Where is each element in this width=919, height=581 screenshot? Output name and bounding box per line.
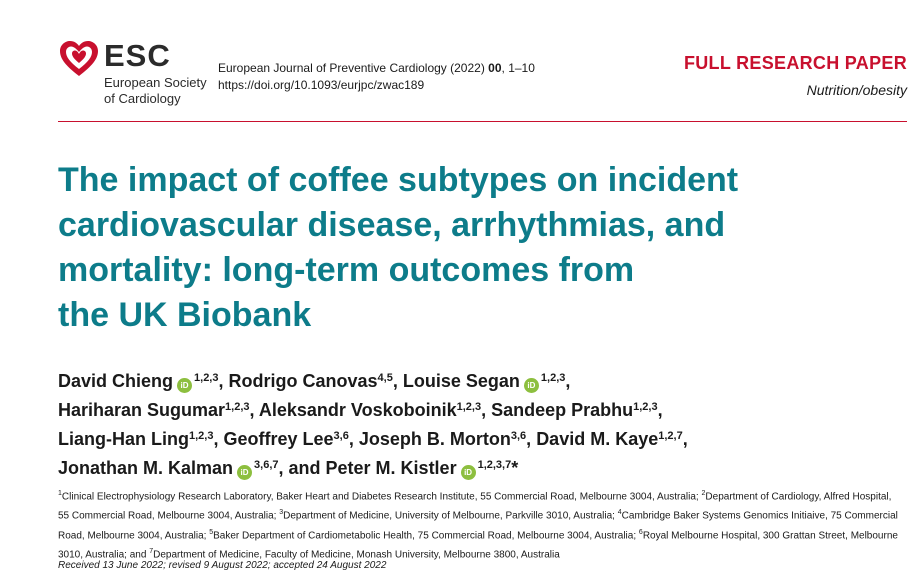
author-name: Liang-Han Ling [58, 429, 189, 449]
header-divider [58, 121, 907, 122]
affiliation-number: 6 [638, 528, 643, 536]
author-separator: * [511, 458, 519, 478]
title-line: The impact of coffee subtypes on inciden… [58, 161, 739, 199]
affiliation-text: Royal Melbourne Hospital, 300 Grattan St… [58, 529, 898, 561]
author-name: Jonathan M. Kalman [58, 458, 234, 478]
author[interactable]: Rodrigo Canovas4,5, [229, 371, 398, 391]
author-affiliation-numbers: 1,2,3 [194, 372, 219, 384]
doi-link[interactable]: https://doi.org/10.1093/eurjpc/zwac189 [218, 78, 425, 92]
author-name: Sandeep Prabhu [491, 400, 634, 420]
author-separator: , [249, 400, 255, 420]
orcid-icon[interactable]: iD [177, 378, 193, 393]
orcid-icon[interactable]: iD [460, 465, 476, 480]
orcid-icon[interactable]: iD [237, 465, 253, 480]
affiliation-text: Department of Medicine, Faculty of Medic… [153, 549, 560, 561]
author-name: David M. Kaye [536, 429, 659, 449]
paper-type: FULL RESEARCH PAPER [683, 53, 907, 73]
affiliation-text: Cambridge Baker Systems Genomics Initiai… [58, 510, 898, 541]
author[interactable]: Joseph B. Morton3,6, [359, 429, 531, 449]
author-separator: , and [278, 458, 321, 478]
author[interactable]: Aleksandr Voskoboinik1,2,3, [259, 400, 486, 420]
author-name: Joseph B. Morton [358, 429, 511, 449]
affiliation-number: 7 [149, 547, 154, 555]
affiliation-text: Department of Medicine, University of Me… [283, 510, 618, 522]
author-affiliation-numbers: 1,2,3 [633, 401, 658, 413]
journal-citation: European Journal of Preventive Cardiolog… [218, 60, 535, 94]
author-affiliation-numbers: 1,2,3 [188, 430, 214, 442]
title-line: mortality: long-term outcomes from [58, 251, 635, 289]
affiliation-text: Clinical Electrophysiology Research Labo… [61, 491, 702, 503]
logo-line-2: of Cardiology [104, 91, 181, 106]
author-name: Louise Segan [402, 371, 520, 391]
affiliation-number: 4 [617, 509, 622, 517]
author-separator: , [218, 371, 224, 391]
affiliation-number: 1 [58, 490, 62, 497]
author[interactable]: Jonathan M. Kalman iD3,6,7, and [58, 458, 321, 480]
author-separator: , [657, 400, 663, 420]
author-separator: , [213, 429, 219, 449]
esc-heart-icon [60, 41, 98, 76]
journal-pages: , 1–10 [501, 61, 535, 75]
article-title: The impact of coffee subtypes on inciden… [58, 158, 878, 338]
received-dates: Received 13 June 2022; revised 9 August … [58, 560, 387, 571]
affiliation-text: Department of Cardiology, Alfred Hospita… [58, 491, 892, 522]
author[interactable]: David Chieng iD1,2,3, [58, 371, 224, 393]
esc-logo[interactable]: ESC European Society of Cardiology [58, 38, 218, 110]
author-affiliation-numbers: 3,6,7 [254, 459, 279, 471]
author[interactable]: Sandeep Prabhu1,2,3, [491, 400, 663, 420]
author-name: Geoffrey Lee [223, 429, 334, 449]
author[interactable]: Geoffrey Lee3,6, [223, 429, 353, 449]
author-affiliation-numbers: 3,6 [333, 430, 349, 442]
author-affiliation-numbers: 1,2,3 [225, 401, 250, 413]
author-separator: , [682, 429, 688, 449]
author[interactable]: Peter M. Kistler iD1,2,3,7* [325, 458, 519, 480]
author-name: Peter M. Kistler [325, 458, 457, 478]
author-affiliation-numbers: 4,5 [377, 372, 393, 384]
title-line: the UK Biobank [58, 296, 312, 334]
author-name: Aleksandr Voskoboinik [258, 400, 457, 420]
author-separator: , [348, 429, 354, 449]
logo-abbreviation: ESC [104, 38, 171, 73]
author-separator: , [565, 371, 571, 391]
author-separator: , [481, 400, 487, 420]
author[interactable]: Liang-Han Ling1,2,3, [58, 429, 218, 449]
author-affiliation-numbers: 1,2,3 [540, 372, 566, 384]
affiliation-text: Baker Department of Cardiometabolic Heal… [213, 529, 639, 541]
author-separator: , [526, 429, 532, 449]
author-name: Rodrigo Canovas [228, 371, 378, 391]
author[interactable]: Louise Segan iD1,2,3, [402, 371, 571, 393]
author-affiliation-numbers: 1,2,7 [658, 430, 683, 442]
author-affiliation-numbers: 1,2,3 [456, 401, 482, 413]
author-list: David Chieng iD1,2,3, Rodrigo Canovas4,5,… [58, 365, 908, 481]
author[interactable]: David M. Kaye1,2,7, [536, 429, 688, 449]
paper-category: Nutrition/obesity [806, 82, 907, 98]
author-separator: , [392, 371, 398, 391]
logo-line-1: European Society [104, 75, 207, 90]
paper-type-block: FULL RESEARCH PAPER Nutrition/obesity [684, 52, 907, 98]
journal-volume: 00 [488, 61, 502, 75]
orcid-icon[interactable]: iD [523, 378, 539, 393]
author-name: Hariharan Sugumar [58, 400, 226, 420]
journal-name: European Journal of Preventive Cardiolog… [218, 61, 489, 75]
author-affiliation-numbers: 3,6 [510, 430, 527, 442]
title-line: cardiovascular disease, arrhythmias, and [58, 206, 726, 244]
author-affiliation-numbers: 1,2,3,7 [477, 459, 512, 471]
affiliation-number: 5 [209, 528, 214, 536]
affiliation-number: 3 [279, 509, 284, 517]
author[interactable]: Hariharan Sugumar1,2,3, [58, 400, 255, 420]
affiliations: 1Clinical Electrophysiology Research Lab… [58, 486, 904, 563]
journal-reference: European Journal of Preventive Cardiolog… [218, 60, 535, 77]
logo-society-name: European Society of Cardiology [104, 75, 207, 107]
author-name: David Chieng [58, 371, 174, 391]
affiliation-number: 2 [701, 490, 706, 497]
